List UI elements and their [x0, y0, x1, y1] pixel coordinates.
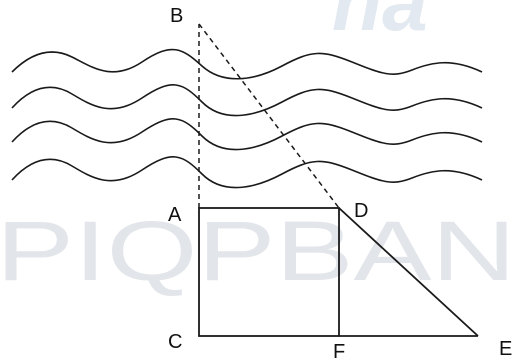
rectangle-ACFD: [198, 207, 340, 337]
label-point-D: D: [354, 200, 368, 222]
wave-line-2: [11, 84, 483, 117]
watermark-top: na: [332, 0, 428, 48]
wave-line-1: [11, 48, 483, 80]
label-point-C: C: [168, 331, 182, 353]
label-point-A: A: [168, 204, 182, 226]
wave-line-3: [11, 118, 483, 151]
dashed-line-BD: [198, 23, 340, 209]
wave-line-4: [11, 156, 483, 189]
river-waves: [11, 48, 483, 189]
label-point-E: E: [499, 338, 512, 360]
label-point-F: F: [333, 341, 345, 361]
label-point-B: B: [170, 5, 183, 27]
line-DE: [338, 207, 479, 337]
watermark-main: PIQPBAN: [0, 204, 513, 298]
